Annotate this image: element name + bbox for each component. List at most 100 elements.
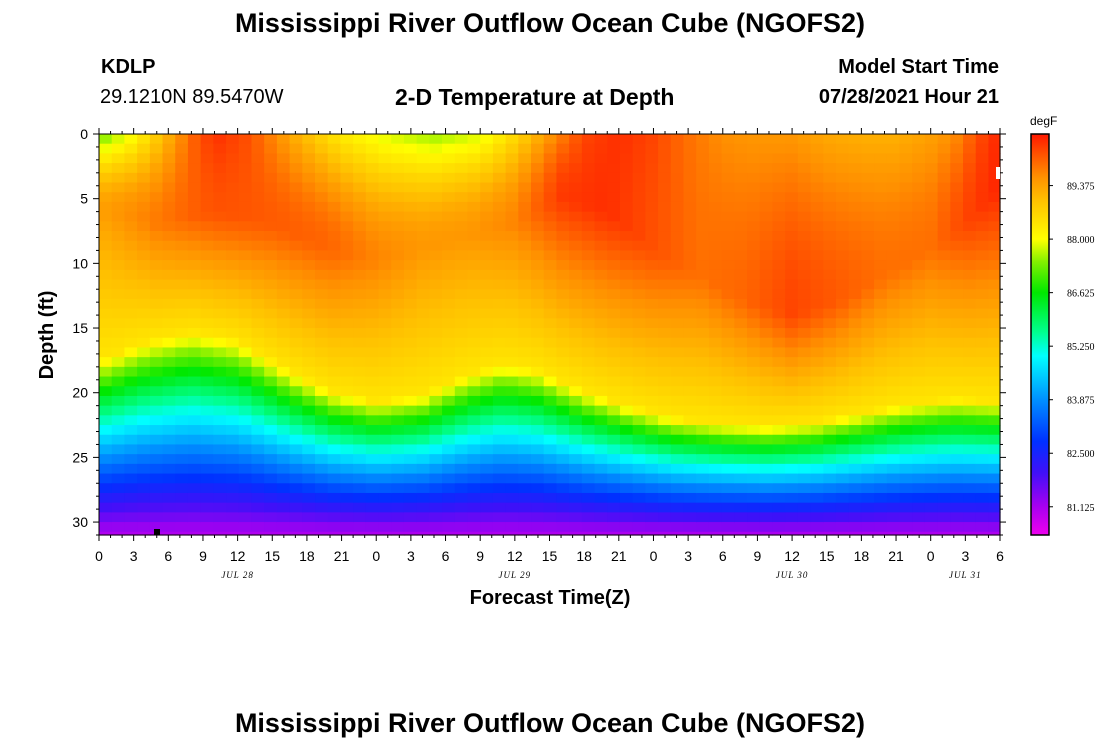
heatmap-cell xyxy=(353,357,367,368)
heatmap-cell xyxy=(683,366,697,378)
heatmap-cell xyxy=(276,163,291,174)
heatmap-cell xyxy=(937,502,951,513)
heatmap-cell xyxy=(975,405,990,416)
heatmap-cell xyxy=(645,221,659,232)
heatmap-cell xyxy=(251,531,265,536)
heatmap-cell xyxy=(327,211,342,222)
heatmap-cell xyxy=(810,192,824,203)
colorbar-tick-label: 86.625 xyxy=(1067,289,1095,300)
heatmap-cell xyxy=(454,434,469,446)
heatmap-cell xyxy=(848,434,862,446)
heatmap-cell xyxy=(772,434,786,446)
heatmap-cell xyxy=(594,211,608,222)
heatmap-cell xyxy=(391,483,405,494)
heatmap-cell xyxy=(950,434,964,446)
heatmap-cell xyxy=(454,483,469,494)
heatmap-cell xyxy=(99,143,113,154)
heatmap-cell xyxy=(924,328,939,339)
heatmap-cell xyxy=(632,347,646,358)
heatmap-cell xyxy=(797,531,812,536)
heatmap-cell xyxy=(912,298,926,310)
heatmap-cell xyxy=(492,298,507,310)
heatmap-cell xyxy=(264,240,278,252)
heatmap-cell xyxy=(264,347,278,358)
heatmap-cell xyxy=(924,415,939,426)
heatmap-cell xyxy=(772,211,786,222)
heatmap-cell xyxy=(213,395,227,407)
heatmap-cell xyxy=(607,260,621,271)
heatmap-cell xyxy=(963,454,977,465)
heatmap-cell xyxy=(187,328,202,339)
heatmap-cell xyxy=(505,512,519,523)
heatmap-cell xyxy=(950,522,964,533)
heatmap-cell xyxy=(264,357,278,368)
heatmap-cell xyxy=(607,463,621,475)
heatmap-cell xyxy=(543,386,558,397)
heatmap-cell xyxy=(785,182,799,193)
x-tick-label: 9 xyxy=(199,548,207,564)
station-id: KDLP xyxy=(101,56,156,78)
heatmap-cell xyxy=(378,221,392,232)
heatmap-cell xyxy=(467,347,481,358)
heatmap-cell xyxy=(950,143,964,154)
heatmap-cell xyxy=(899,473,913,484)
heatmap-cell xyxy=(899,483,913,494)
heatmap-cell xyxy=(988,337,1001,349)
heatmap-cell xyxy=(581,405,596,416)
heatmap-cell xyxy=(569,231,583,242)
heatmap-cell xyxy=(213,473,227,484)
heatmap-cell xyxy=(99,289,113,300)
heatmap-cell xyxy=(924,454,939,465)
heatmap-cell xyxy=(581,483,596,494)
heatmap-cell xyxy=(759,366,774,378)
heatmap-cell xyxy=(797,386,812,397)
heatmap-cell xyxy=(378,405,392,416)
heatmap-cell xyxy=(848,240,862,252)
heatmap-cell xyxy=(276,531,291,536)
heatmap-cell xyxy=(683,163,697,174)
heatmap-cell xyxy=(378,211,392,222)
heatmap-cell xyxy=(429,240,443,252)
heatmap-cell xyxy=(505,250,519,261)
heatmap-cell xyxy=(937,231,951,242)
heatmap-cell xyxy=(835,231,850,242)
heatmap-cell xyxy=(251,328,265,339)
heatmap-cell xyxy=(708,328,723,339)
heatmap-cell xyxy=(696,434,710,446)
heatmap-cell xyxy=(937,357,951,368)
heatmap-cell xyxy=(365,415,380,426)
heatmap-cell xyxy=(683,201,697,213)
heatmap-cell xyxy=(518,269,532,281)
heatmap-cell xyxy=(619,337,634,349)
heatmap-cell xyxy=(886,298,901,310)
heatmap-cell xyxy=(683,192,697,203)
heatmap-cell xyxy=(531,143,545,154)
heatmap-cell xyxy=(302,415,316,426)
heatmap-cell xyxy=(137,192,151,203)
heatmap-cell xyxy=(569,172,583,184)
heatmap-cell xyxy=(899,240,913,252)
heatmap-cell xyxy=(149,221,164,232)
heatmap-cell xyxy=(505,522,519,533)
heatmap-cell xyxy=(302,192,316,203)
heatmap-cell xyxy=(213,454,227,465)
heatmap-cell xyxy=(353,250,367,261)
heatmap-cell xyxy=(226,366,240,378)
heatmap-cell xyxy=(200,143,214,154)
heatmap-cell xyxy=(111,231,126,242)
heatmap-cell xyxy=(111,473,126,484)
heatmap-cell xyxy=(912,444,926,455)
heatmap-cell xyxy=(251,415,265,426)
heatmap-cell xyxy=(518,415,532,426)
heatmap-cell xyxy=(543,250,558,261)
x-day-label: JUL 29 xyxy=(499,570,532,580)
heatmap-cell xyxy=(708,153,723,164)
heatmap-cell xyxy=(111,163,126,174)
heatmap-cell xyxy=(315,492,329,504)
heatmap-cell xyxy=(149,201,164,213)
heatmap-cell xyxy=(187,386,202,397)
heatmap-cell xyxy=(607,269,621,281)
heatmap-cell xyxy=(645,308,659,319)
heatmap-cell xyxy=(175,182,189,193)
heatmap-cell xyxy=(772,444,786,455)
